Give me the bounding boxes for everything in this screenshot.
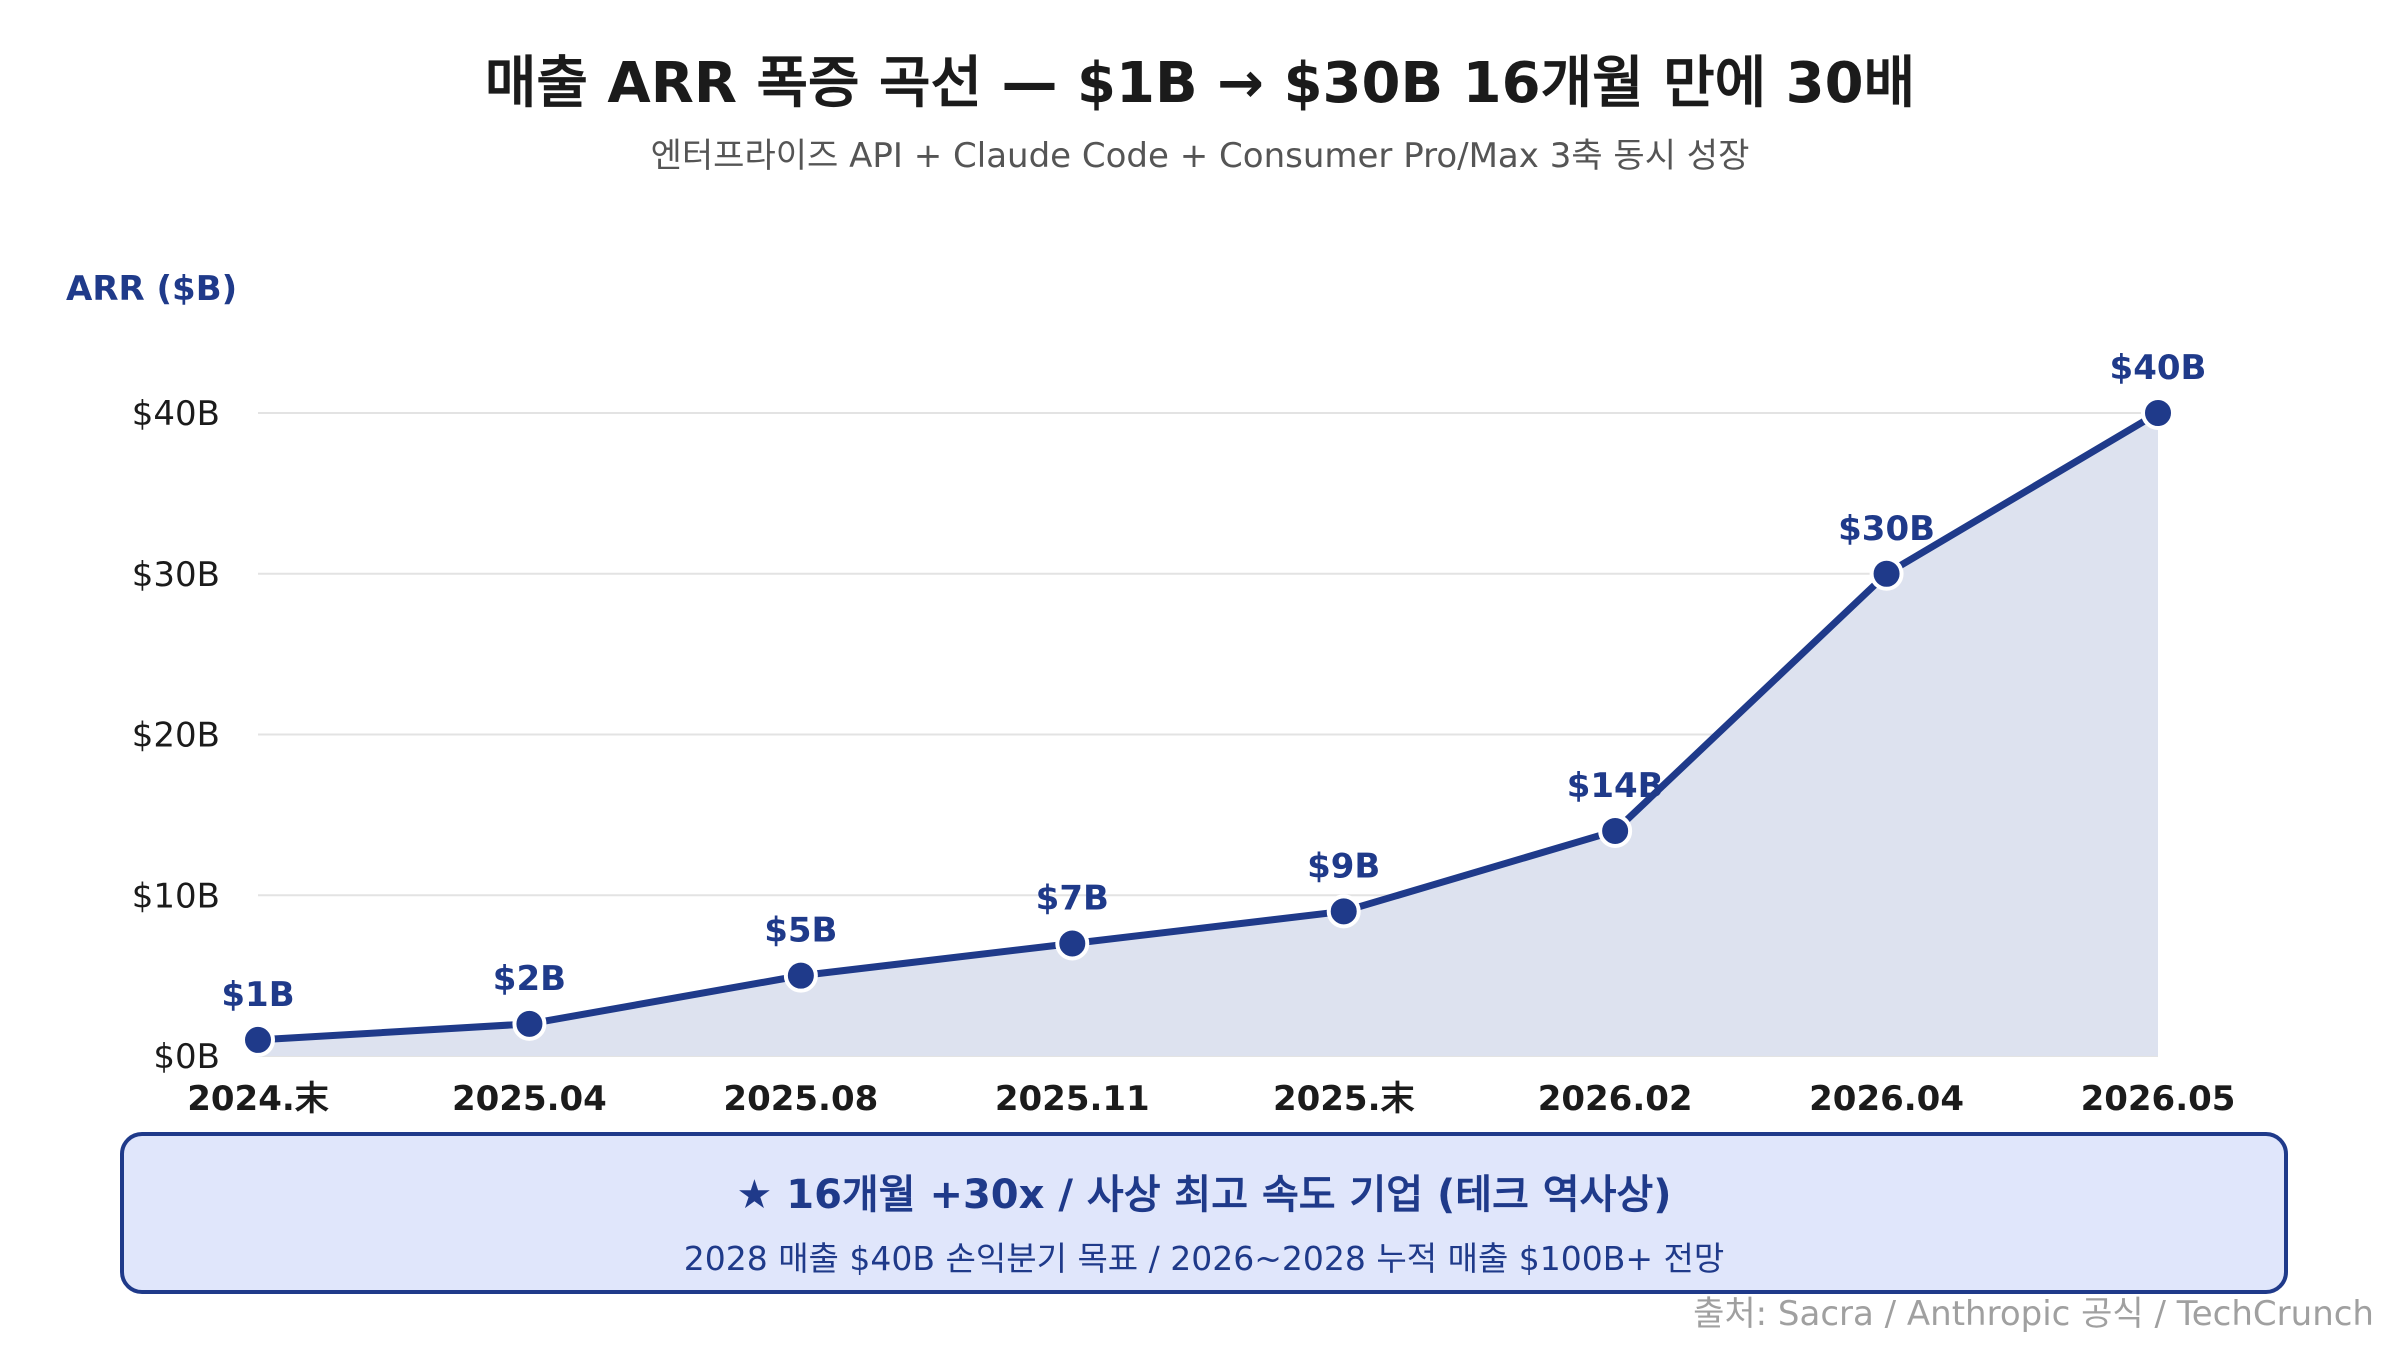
x-tick-label: 2024.末 xyxy=(187,1079,329,1119)
data-label: $30B xyxy=(1838,509,1935,549)
data-labels-layer: $1B $2B $5B $7B $9B $14B $30B $40B xyxy=(221,348,2206,1015)
data-points-layer xyxy=(241,396,2175,1057)
y-tick-labels: $0B $10B $20B $30B $40B xyxy=(132,394,220,1077)
data-label: $2B xyxy=(493,959,566,999)
data-point xyxy=(1326,894,1361,929)
y-tick-label: $0B xyxy=(153,1037,220,1077)
x-tick-label: 2026.04 xyxy=(1809,1079,1964,1119)
callout-headline: ★ 16개월 +30x / 사상 최고 속도 기업 (테크 역사상) xyxy=(736,1172,1672,1218)
series-line-layer xyxy=(254,409,2162,1044)
x-tick-label: 2025.末 xyxy=(1273,1079,1415,1119)
x-tick-label: 2025.04 xyxy=(452,1079,607,1119)
area-fill xyxy=(258,413,2158,1056)
data-label: $5B xyxy=(764,911,837,951)
y-tick-label: $30B xyxy=(132,555,220,595)
y-tick-label: $40B xyxy=(132,394,220,434)
data-point xyxy=(1869,556,1904,591)
chart-subtitle: 엔터프라이즈 API + Claude Code + Consumer Pro/… xyxy=(650,136,1750,176)
x-tick-label: 2026.02 xyxy=(1538,1079,1693,1119)
data-label: $9B xyxy=(1307,846,1380,886)
data-point xyxy=(1598,813,1633,848)
callout-subtext: 2028 매출 $40B 손익분기 목표 / 2026~2028 누적 매출 $… xyxy=(683,1239,1725,1278)
data-point xyxy=(783,958,818,993)
data-point xyxy=(2141,396,2175,430)
source-note: 출처: Sacra / Anthropic 공식 / TechCrunch xyxy=(1693,1294,2374,1334)
x-tick-label: 2025.11 xyxy=(995,1079,1150,1119)
data-label: $1B xyxy=(221,975,294,1015)
series-line xyxy=(254,409,2162,1044)
data-point xyxy=(512,1006,547,1041)
highlight-callout-box: ★ 16개월 +30x / 사상 최고 속도 기업 (테크 역사상) 2028 … xyxy=(120,1132,2288,1294)
x-tick-label: 2026.05 xyxy=(2081,1079,2236,1119)
data-point xyxy=(241,1022,275,1057)
x-tick-label: 2025.08 xyxy=(723,1079,878,1119)
y-tick-label: $10B xyxy=(132,876,220,916)
data-label: $40B xyxy=(2110,348,2207,388)
area-fill-layer xyxy=(258,413,2158,1056)
x-tick-labels: 2024.末 2025.04 2025.08 2025.11 2025.末 2026.02… xyxy=(187,1079,2235,1119)
data-label: $7B xyxy=(1036,878,1109,918)
y-axis-title: ARR ($B) xyxy=(66,269,237,309)
data-point xyxy=(1055,926,1090,961)
data-label: $14B xyxy=(1567,766,1664,806)
chart-title: 매출 ARR 폭증 곡선 — $1B → $30B 16개월 만에 30배 xyxy=(484,51,1916,116)
y-tick-label: $20B xyxy=(132,716,220,756)
